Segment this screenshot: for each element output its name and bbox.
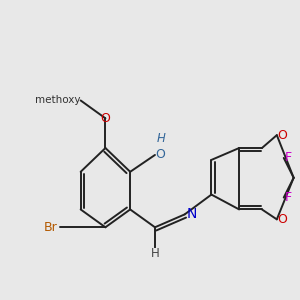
Text: N: N [187,207,197,221]
Text: Br: Br [44,221,58,234]
Text: O: O [277,213,287,226]
Text: O: O [277,129,287,142]
Text: O: O [155,148,165,161]
Text: F: F [285,191,292,204]
Text: methoxy: methoxy [35,95,81,106]
Text: F: F [285,152,292,164]
Text: O: O [100,112,110,125]
Text: H: H [151,247,159,260]
Text: H: H [157,132,166,145]
